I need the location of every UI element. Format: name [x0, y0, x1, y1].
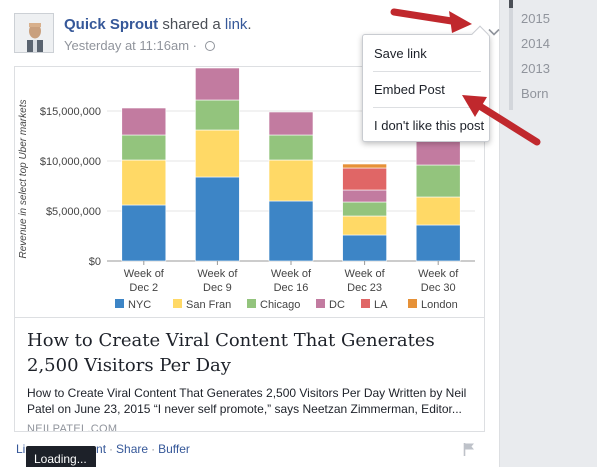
legend-label: NYC: [128, 299, 151, 311]
y-tick-label: $10,000,000: [40, 156, 101, 168]
timestamp[interactable]: Yesterday at 11:16am: [64, 38, 190, 53]
action-separator: ·: [151, 442, 156, 456]
y-tick-label: $20,000,000: [40, 67, 101, 68]
year-2015[interactable]: 2015: [521, 11, 550, 26]
globe-icon: [204, 41, 215, 51]
x-tick-label: Dec 30: [421, 282, 456, 294]
post-options-menu: Save link Embed Post I don't like this p…: [362, 25, 490, 142]
menu-item-dont-like[interactable]: I don't like this post: [374, 118, 485, 133]
shared-end: .: [247, 16, 252, 33]
bar-segment: [342, 215, 387, 236]
menu-divider: [373, 71, 481, 72]
year-born[interactable]: Born: [521, 86, 549, 101]
y-axis-label: Revenue in select top Uber markets: [18, 100, 29, 259]
revenue-chart: Revenue in select top Uber markets $0 $5,0…: [18, 67, 475, 311]
timestamp-line: Yesterday at 11:16am ·: [64, 38, 215, 53]
author-line: Quick Sprout shared a link.: [64, 16, 252, 33]
bar-segment: [268, 111, 314, 136]
bar-segment: [342, 167, 387, 191]
year-2013[interactable]: 2013: [521, 61, 550, 76]
bar-segment: [195, 129, 240, 178]
x-tick-label: Week of: [124, 268, 165, 280]
bar-segment: [121, 204, 167, 262]
y-tick-label: $0: [89, 256, 101, 268]
x-tick-label: Dec 9: [203, 282, 232, 294]
link-description: How to Create Viral Content That Generat…: [27, 386, 467, 416]
time-separator: ·: [189, 38, 201, 53]
bar-segment: [415, 196, 461, 226]
bar-segment: [195, 99, 240, 131]
legend-swatch: [316, 299, 325, 308]
x-tick-label: Week of: [197, 268, 238, 280]
legend-swatch: [361, 299, 370, 308]
bar-segment: [415, 164, 461, 198]
x-tick-label: Week of: [271, 268, 312, 280]
share-link[interactable]: Share: [116, 442, 149, 456]
bar-segment: [342, 234, 387, 262]
flag-icon[interactable]: [463, 442, 475, 456]
x-tick-label: Dec 23: [347, 282, 382, 294]
year-timeline: 2015 2014 2013 Born: [509, 0, 597, 110]
menu-divider: [373, 107, 481, 108]
legend-swatch: [173, 299, 182, 308]
bar-segment: [121, 159, 167, 206]
shared-text: shared a: [158, 16, 225, 33]
link-text: How to Create Viral Content That Generat…: [15, 317, 484, 432]
post-card: Quick Sprout shared a link. Yesterday at…: [0, 0, 500, 467]
bar-segment: [342, 201, 387, 217]
y-tick-label: $5,000,000: [46, 206, 101, 218]
buffer-link[interactable]: Buffer: [158, 442, 190, 456]
y-tick-label: $15,000,000: [40, 106, 101, 118]
bar-segment: [268, 200, 314, 262]
bar-segment: [195, 67, 240, 101]
bar-segment: [342, 163, 387, 169]
bar-segment: [268, 134, 314, 161]
legend-label: Chicago: [260, 299, 300, 311]
link-title[interactable]: How to Create Viral Content That Generat…: [27, 330, 435, 376]
menu-item-save-link[interactable]: Save link: [374, 46, 427, 61]
bar-segment: [415, 224, 461, 262]
like-link[interactable]: Li: [16, 442, 26, 456]
link-domain: NEILPATEL.COM: [27, 423, 118, 432]
timeline-rail: [509, 0, 513, 110]
legend-swatch: [408, 299, 417, 308]
legend-swatch: [115, 299, 124, 308]
legend-label: London: [421, 299, 458, 311]
x-tick-label: Week of: [345, 268, 386, 280]
year-2014[interactable]: 2014: [521, 36, 550, 51]
legend-swatch: [247, 299, 256, 308]
bar-segment: [342, 189, 387, 203]
bar-segment: [121, 107, 167, 136]
legend-label: DC: [329, 299, 345, 311]
shared-link[interactable]: link: [224, 16, 248, 33]
legend-label: LA: [374, 299, 388, 311]
chevron-down-icon[interactable]: [488, 26, 500, 38]
bar-segment: [268, 159, 314, 202]
loading-indicator: Loading...: [26, 446, 96, 467]
action-separator: ·: [109, 442, 114, 456]
avatar-image: [15, 14, 53, 52]
legend-label: San Fran: [186, 299, 231, 311]
bar-segment: [195, 176, 240, 262]
menu-item-embed-post[interactable]: Embed Post: [374, 82, 445, 97]
bar-segment: [121, 134, 167, 161]
author-name[interactable]: Quick Sprout: [64, 16, 159, 33]
post-header: Quick Sprout shared a link. Yesterday at…: [14, 10, 500, 56]
timeline-active-marker: [509, 0, 513, 8]
avatar[interactable]: [14, 13, 54, 53]
x-tick-label: Dec 2: [129, 282, 158, 294]
x-tick-label: Week of: [418, 268, 459, 280]
x-tick-label: Dec 16: [274, 282, 309, 294]
